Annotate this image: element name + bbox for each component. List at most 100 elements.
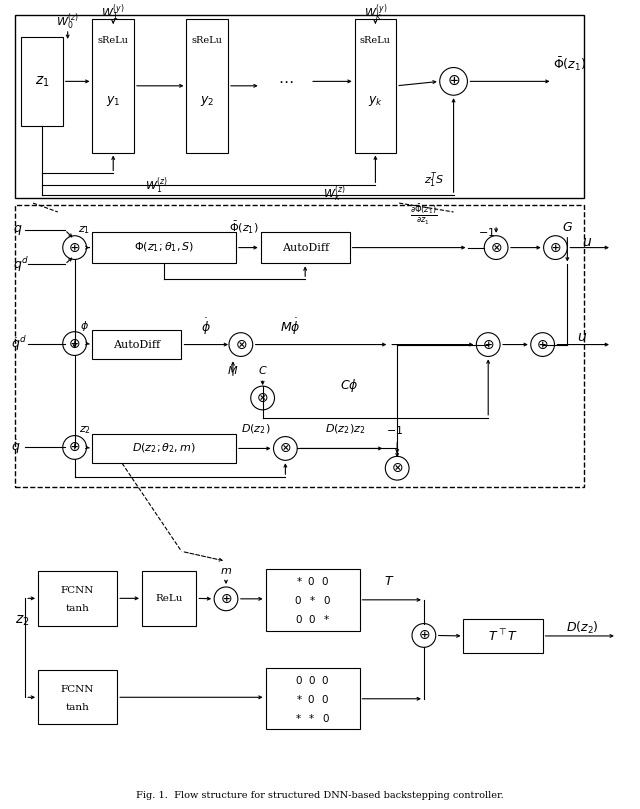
Text: sReLu: sReLu (98, 36, 129, 45)
Text: $\bar{\Phi}(z_1)$: $\bar{\Phi}(z_1)$ (229, 219, 259, 235)
Text: ReLu: ReLu (156, 594, 183, 603)
Text: $\Phi(z_1;\theta_1,S)$: $\Phi(z_1;\theta_1,S)$ (134, 241, 195, 254)
Text: $z_2$: $z_2$ (79, 424, 90, 435)
Circle shape (63, 435, 86, 460)
Bar (463, 619, 543, 653)
Text: $M\dot{\phi}$: $M\dot{\phi}$ (280, 316, 301, 337)
Text: tanh: tanh (66, 703, 90, 712)
Text: $\dot{q}^d$: $\dot{q}^d$ (12, 334, 27, 353)
Bar (92, 434, 236, 464)
Text: FCNN: FCNN (61, 685, 94, 694)
Text: $D(z_2;\theta_2,m)$: $D(z_2;\theta_2,m)$ (132, 442, 196, 455)
Bar (92, 19, 134, 153)
Text: $u$: $u$ (582, 235, 592, 248)
Bar (266, 668, 360, 730)
Text: $u$: $u$ (577, 329, 588, 344)
Text: $*\ \ 0\ \ 0$: $*\ \ 0\ \ 0$ (296, 575, 329, 587)
Bar (92, 330, 182, 359)
Circle shape (531, 332, 554, 357)
Text: $D(z_2)$: $D(z_2)$ (241, 423, 271, 436)
Bar (260, 231, 349, 264)
Text: $\oplus$: $\oplus$ (447, 74, 460, 88)
Text: $\oplus$: $\oplus$ (536, 337, 549, 352)
Text: $D(z_2)z_2$: $D(z_2)z_2$ (324, 423, 365, 436)
Text: $y_2$: $y_2$ (200, 94, 214, 108)
Bar (186, 19, 228, 153)
Text: $y_1$: $y_1$ (106, 94, 120, 108)
Circle shape (273, 437, 297, 460)
Text: $-1$: $-1$ (477, 226, 495, 238)
Text: $\otimes$: $\otimes$ (279, 442, 292, 455)
Text: $\dot{\phi}$: $\dot{\phi}$ (202, 316, 211, 337)
Text: $z_1^T S$: $z_1^T S$ (424, 171, 444, 190)
Text: $W_k^{(y)}$: $W_k^{(y)}$ (364, 2, 387, 23)
Text: $\otimes$: $\otimes$ (257, 391, 269, 405)
Circle shape (214, 587, 238, 611)
Text: $0\ \ 0\ \ *$: $0\ \ 0\ \ *$ (295, 612, 330, 625)
Circle shape (476, 332, 500, 357)
Circle shape (484, 235, 508, 260)
Text: $\oplus$: $\oplus$ (549, 240, 562, 255)
Text: AutoDiff: AutoDiff (113, 340, 161, 349)
Circle shape (412, 624, 436, 647)
Bar (92, 231, 236, 264)
Text: $M$: $M$ (227, 364, 239, 376)
Bar (142, 571, 196, 625)
Bar (355, 19, 396, 153)
Circle shape (251, 386, 275, 410)
Bar (15, 15, 584, 198)
Text: $W_1^{(z)}$: $W_1^{(z)}$ (145, 175, 168, 196)
Text: $C$: $C$ (258, 364, 268, 376)
Text: $\frac{\partial\bar{\Phi}(z_1)}{\partial z_1}$: $\frac{\partial\bar{\Phi}(z_1)}{\partial… (410, 203, 438, 227)
Text: $z_2$: $z_2$ (15, 613, 30, 628)
Text: $\phi$: $\phi$ (80, 319, 89, 332)
Text: $\otimes$: $\otimes$ (235, 337, 247, 352)
Text: Fig. 1.  Flow structure for structured DNN-based backstepping controller.: Fig. 1. Flow structure for structured DN… (136, 791, 504, 800)
Bar (38, 571, 117, 625)
Text: $q$: $q$ (13, 222, 23, 237)
Circle shape (63, 235, 86, 260)
Text: $W_0^{(z)}$: $W_0^{(z)}$ (56, 11, 79, 32)
Bar (15, 205, 584, 487)
Bar (21, 37, 63, 126)
Text: $*\ \ 0\ \ 0$: $*\ \ 0\ \ 0$ (296, 693, 329, 705)
Text: $y_k$: $y_k$ (368, 94, 383, 108)
Text: $\otimes$: $\otimes$ (490, 240, 502, 255)
Text: sReLu: sReLu (360, 36, 391, 45)
Text: $D(z_2)$: $D(z_2)$ (566, 620, 598, 636)
Text: $z_1$: $z_1$ (79, 224, 91, 235)
Text: $G$: $G$ (562, 222, 573, 235)
Text: $q^d$: $q^d$ (13, 255, 29, 274)
Text: $0\ \ 0\ \ 0$: $0\ \ 0\ \ 0$ (295, 674, 330, 686)
Text: $\oplus$: $\oplus$ (68, 337, 81, 350)
Text: $\otimes$: $\otimes$ (391, 461, 403, 475)
Circle shape (440, 67, 467, 95)
Text: $\cdots$: $\cdots$ (278, 74, 293, 88)
Text: $m$: $m$ (220, 566, 232, 576)
Bar (38, 670, 117, 725)
Circle shape (385, 456, 409, 480)
Text: sReLu: sReLu (192, 36, 223, 45)
Circle shape (543, 235, 567, 260)
Text: $T$: $T$ (384, 574, 394, 587)
Text: $\oplus$: $\oplus$ (418, 629, 430, 642)
Bar (266, 570, 360, 630)
Text: $-1$: $-1$ (385, 424, 403, 436)
Text: AutoDiff: AutoDiff (282, 243, 329, 252)
Text: $C\phi$: $C\phi$ (340, 377, 359, 394)
Text: $0\ \ *\ \ 0$: $0\ \ *\ \ 0$ (294, 594, 331, 606)
Text: $\oplus$: $\oplus$ (482, 337, 494, 352)
Text: $*\ \ *\ \ 0$: $*\ \ *\ \ 0$ (294, 712, 330, 723)
Text: $\oplus$: $\oplus$ (68, 240, 81, 255)
Circle shape (229, 332, 253, 357)
Text: FCNN: FCNN (61, 586, 94, 595)
Text: $W_k^{(z)}$: $W_k^{(z)}$ (323, 183, 346, 204)
Text: $z_1$: $z_1$ (35, 74, 49, 88)
Text: $W_1^{(y)}$: $W_1^{(y)}$ (101, 2, 125, 23)
Circle shape (63, 332, 86, 355)
Text: $\oplus$: $\oplus$ (68, 440, 81, 455)
Text: $\dot{q}$: $\dot{q}$ (12, 438, 20, 456)
Text: $\oplus$: $\oplus$ (220, 592, 232, 606)
Text: tanh: tanh (66, 604, 90, 612)
Text: $T^\top T$: $T^\top T$ (488, 628, 518, 644)
